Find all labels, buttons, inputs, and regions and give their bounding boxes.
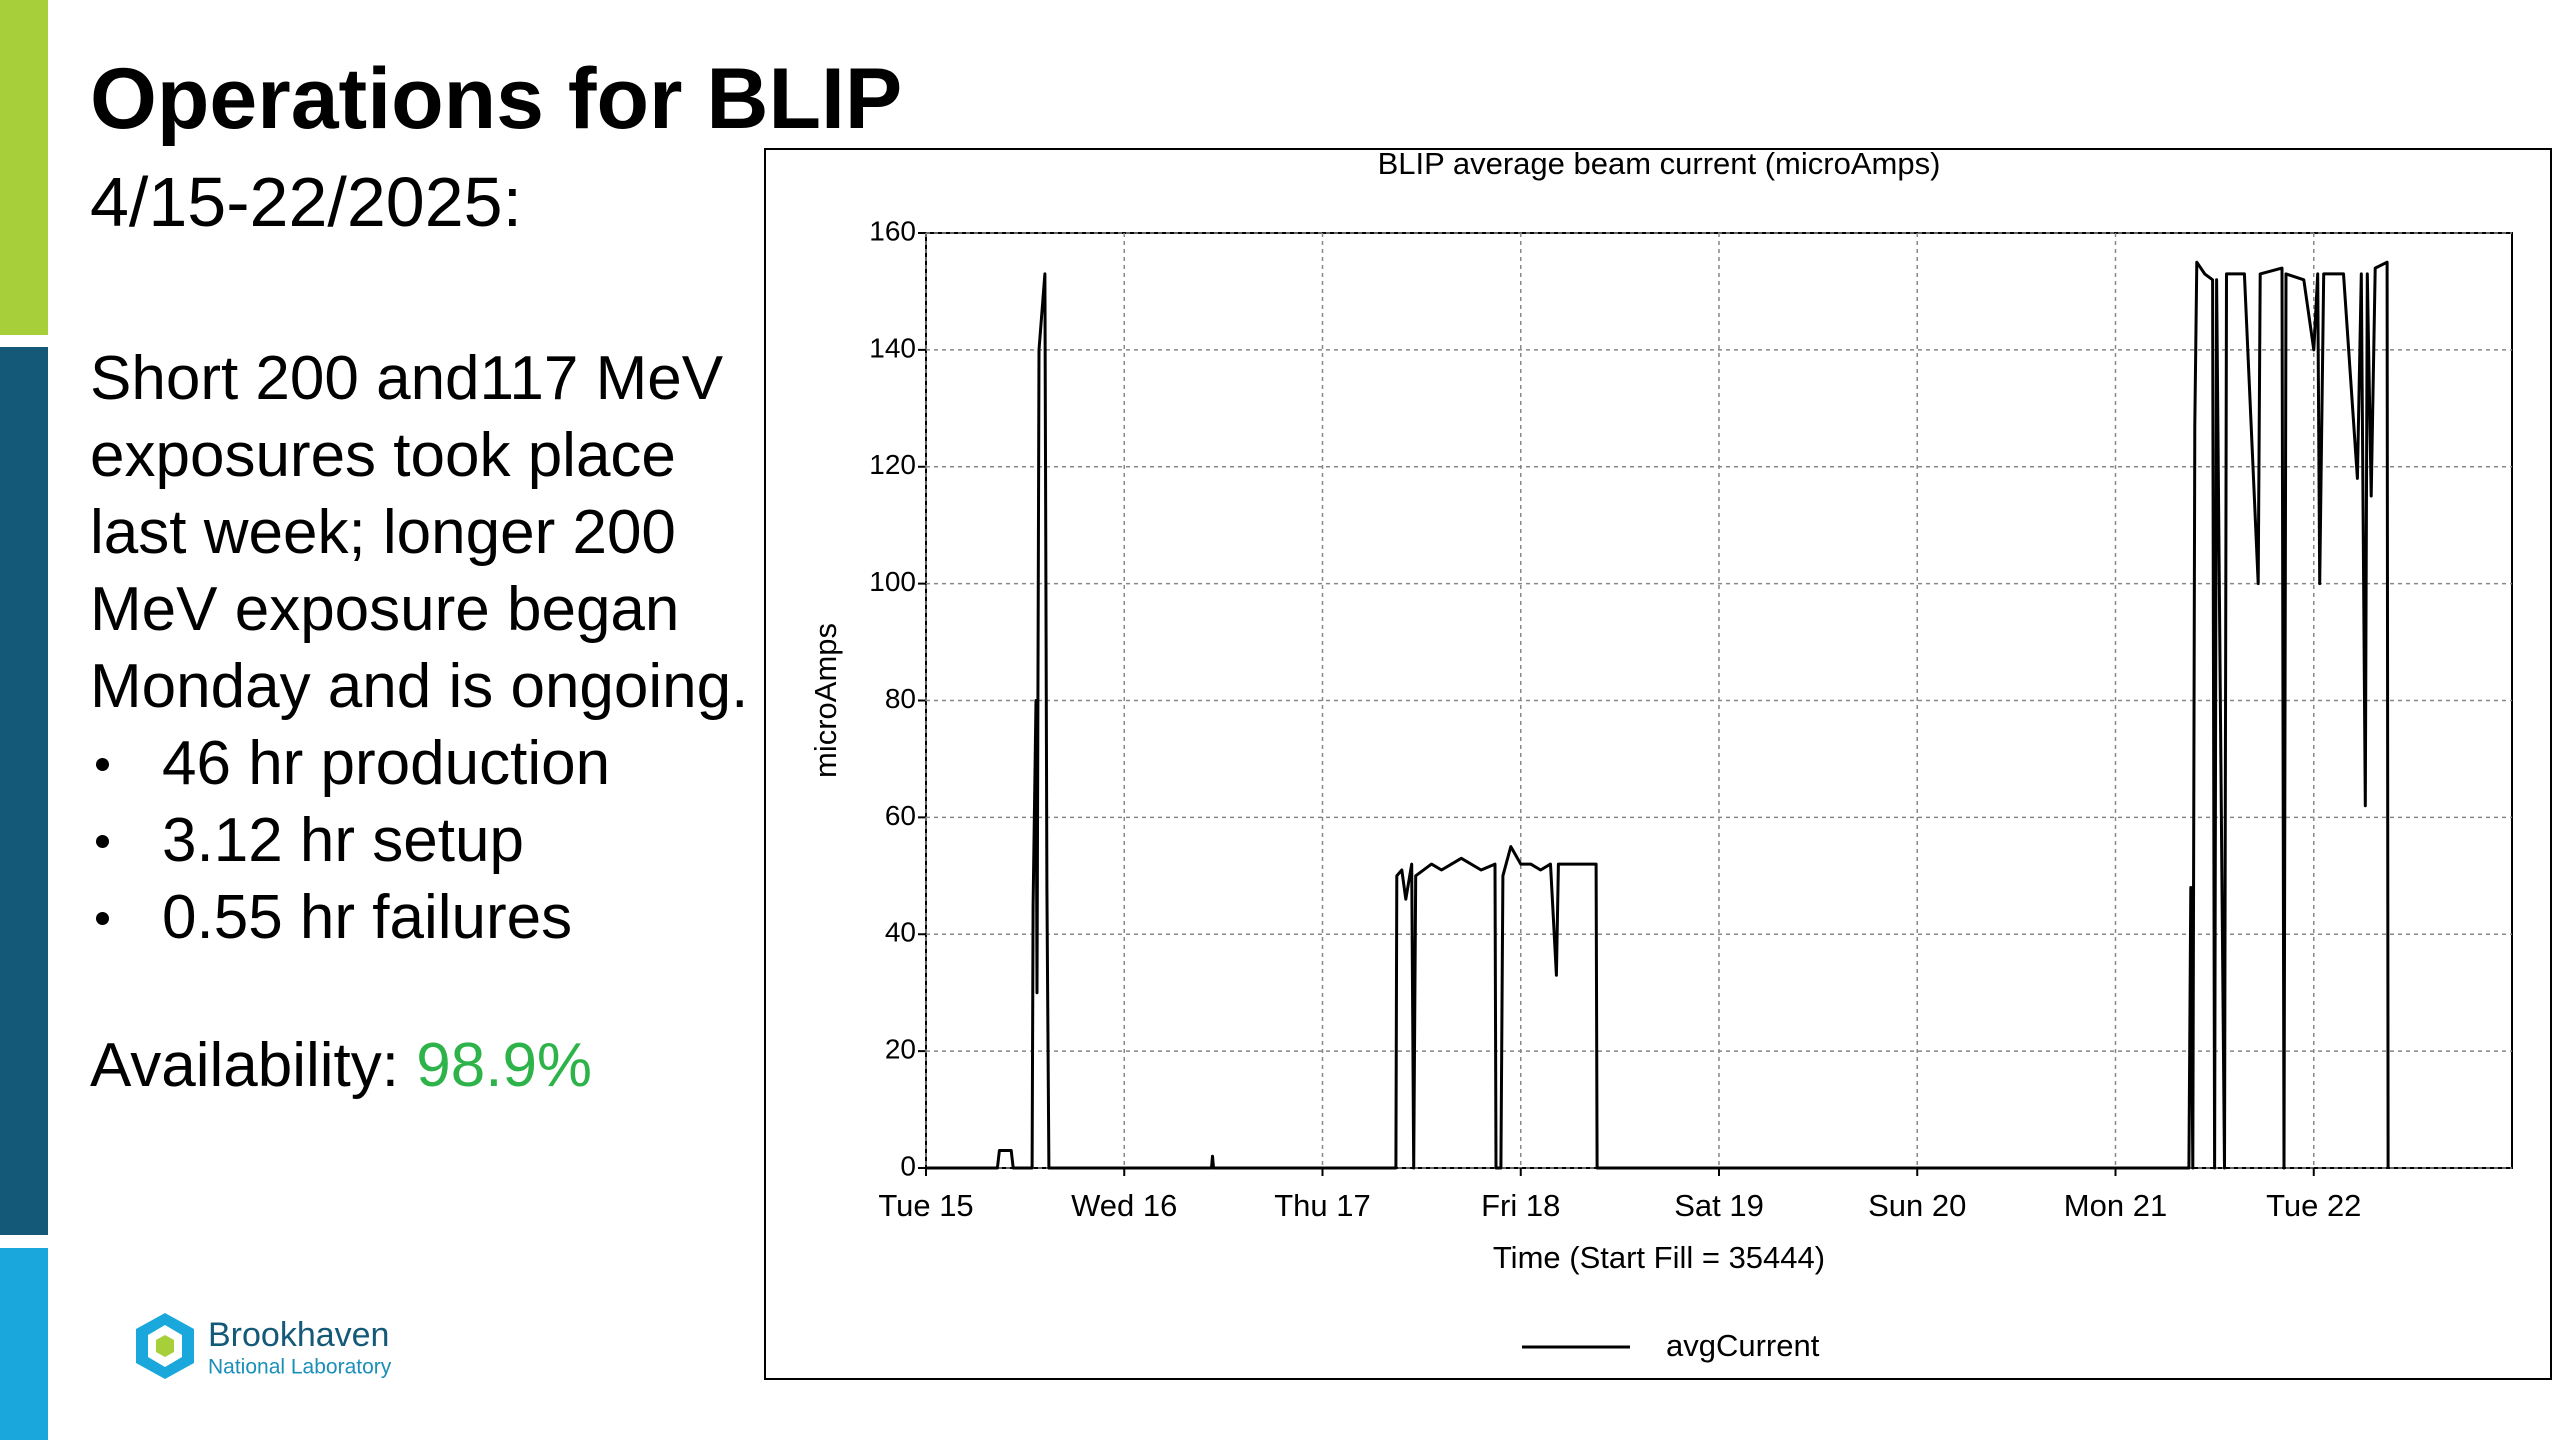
y-tick-label: 140 [869, 332, 916, 363]
paragraph: Short 200 and117 MeV exposures took place… [90, 340, 748, 956]
chart-frame [764, 148, 2552, 1380]
data-line [926, 260, 2390, 1170]
y-tick-label: 160 [869, 215, 916, 246]
bullet-item: 0.55 hr failures [90, 879, 748, 956]
accent-bar [0, 347, 48, 1235]
subtitle: 4/15-22/2025: [90, 163, 523, 241]
y-axis-label: microAmps [808, 623, 843, 778]
chart: BLIP average beam current (microAmps) 0 20… [764, 148, 2552, 1380]
bullet-text: 0.55 hr failures [162, 883, 573, 952]
x-tick-label: Thu 17 [1274, 1188, 1371, 1223]
logo-hex [156, 1335, 174, 1357]
accent-bar [0, 1248, 48, 1440]
x-tick-label: Sat 19 [1674, 1188, 1764, 1223]
y-tick-label: 120 [869, 449, 916, 480]
logo: Brookhaven National Laboratory [136, 1313, 392, 1379]
y-tick-label: 40 [885, 917, 916, 948]
y-tick-label: 0 [900, 1150, 916, 1181]
paragraph-line: MeV exposure began [90, 575, 680, 644]
legend-label: avgCurrent [1666, 1328, 1820, 1363]
bullet-item: 3.12 hr setup [90, 802, 748, 879]
x-tick-label: Tue 22 [2266, 1188, 2361, 1223]
availability-value: 98.9% [416, 1031, 593, 1100]
availability: Availability: 98.9% [90, 1030, 592, 1101]
logo-name: Brookhaven [208, 1316, 389, 1354]
x-tick-label: Mon 21 [2064, 1188, 2167, 1223]
paragraph-line: Short 200 and117 MeV [90, 344, 724, 413]
x-tick-label: Fri 18 [1481, 1188, 1560, 1223]
y-tick-label: 80 [885, 683, 916, 714]
x-axis-label: Time (Start Fill = 35444) [1493, 1240, 1825, 1275]
y-tick-label: 100 [869, 566, 916, 597]
bullet-dot [96, 758, 109, 771]
availability-label: Availability: [90, 1031, 400, 1100]
x-tick-label: Tue 15 [878, 1188, 973, 1223]
y-tick-label: 20 [885, 1034, 916, 1065]
bullet-dot [96, 912, 109, 925]
chart-title: BLIP average beam current (microAmps) [1378, 148, 1941, 181]
accent-bar [0, 0, 48, 335]
paragraph-line: last week; longer 200 [90, 498, 676, 567]
bullet-text: 46 hr production [162, 729, 611, 798]
bullet-dot [96, 835, 109, 848]
paragraph-line: Monday and is ongoing. [90, 652, 749, 721]
y-tick-label: 60 [885, 800, 916, 831]
x-tick-label: Wed 16 [1071, 1188, 1177, 1223]
x-tick-label: Sun 20 [1868, 1188, 1966, 1223]
bullet-item: 46 hr production [90, 725, 748, 802]
paragraph-line: exposures took place [90, 421, 676, 490]
bullet-text: 3.12 hr setup [162, 806, 524, 875]
logo-sub: National Laboratory [208, 1356, 392, 1379]
title: Operations for BLIP [90, 51, 903, 147]
